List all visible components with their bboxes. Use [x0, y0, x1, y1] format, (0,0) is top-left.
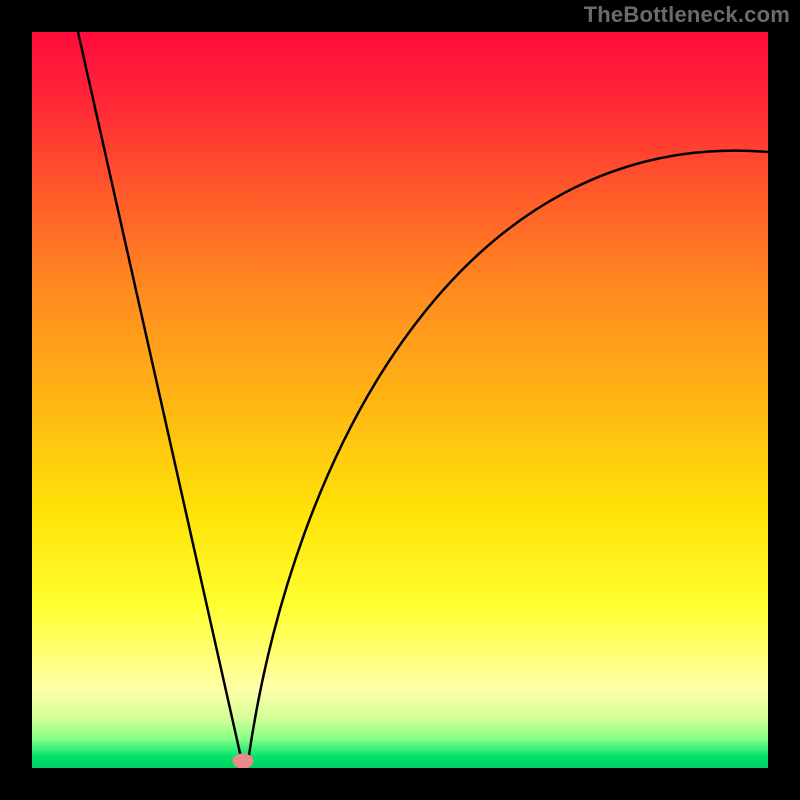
chart-frame: TheBottleneck.com [0, 0, 800, 800]
watermark-text: TheBottleneck.com [584, 2, 790, 28]
minimum-marker [233, 754, 253, 768]
plot-area [32, 32, 768, 768]
plot-background [32, 32, 768, 768]
chart-svg [32, 32, 768, 768]
